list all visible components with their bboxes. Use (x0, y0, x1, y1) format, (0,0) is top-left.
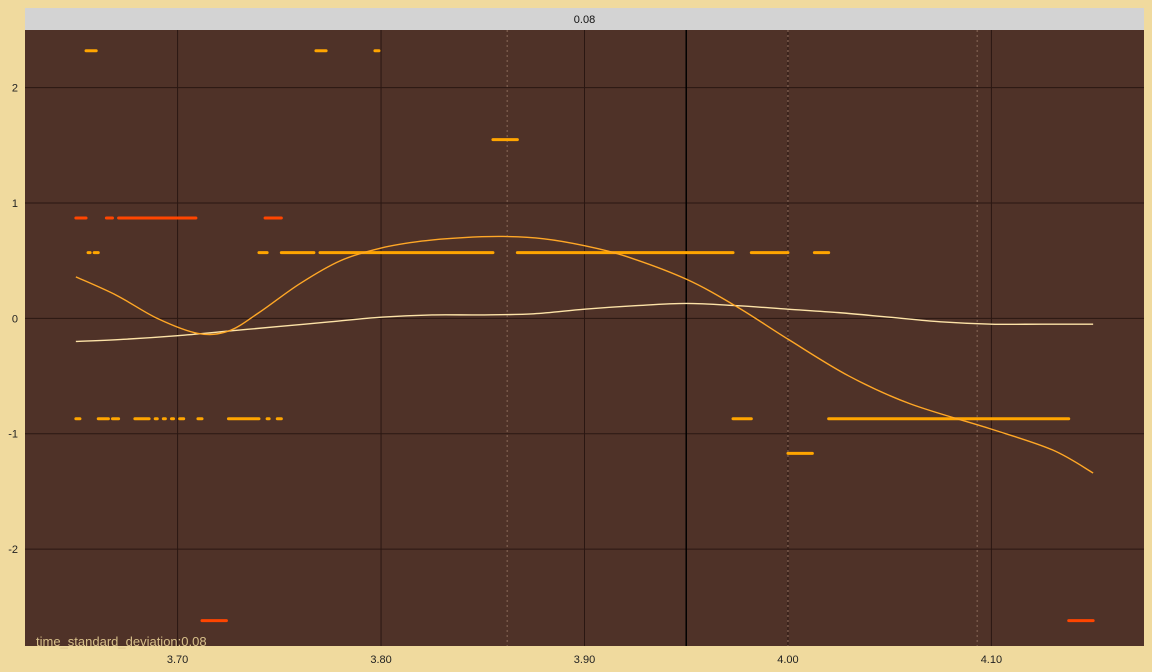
x-tick-label: 4.10 (981, 654, 1002, 666)
x-tick-label: 3.70 (167, 654, 188, 666)
annotation-label: time_standard_deviation:0.08 (36, 634, 207, 649)
x-tick-label: 3.90 (574, 654, 595, 666)
y-tick-label: -1 (8, 429, 18, 441)
strip-label: 0.08 (574, 14, 595, 26)
x-tick-label: 3.80 (370, 654, 391, 666)
y-tick-label: -2 (8, 544, 18, 556)
y-tick-label: 0 (12, 313, 18, 325)
y-tick-label: 2 (12, 83, 18, 95)
x-tick-label: 4.00 (777, 654, 798, 666)
y-tick-label: 1 (12, 198, 18, 210)
